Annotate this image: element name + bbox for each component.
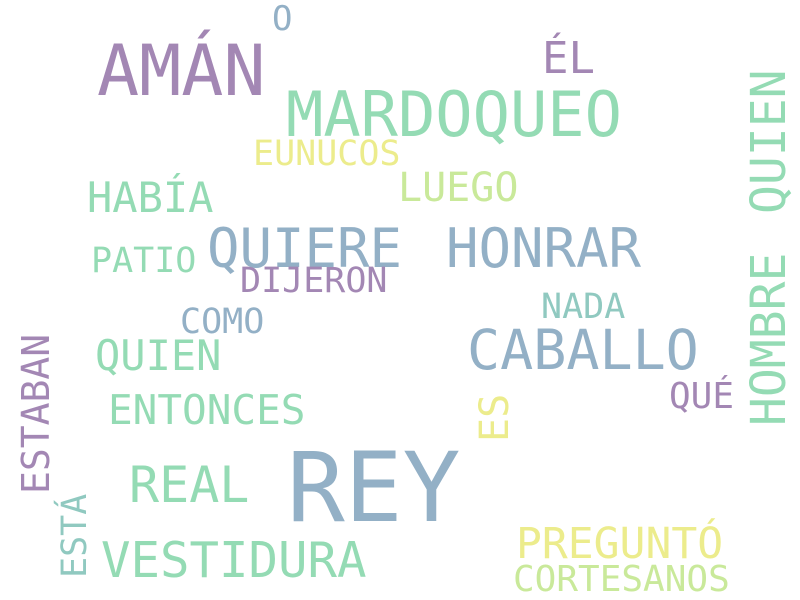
- word-luego: LUEGO: [398, 165, 519, 211]
- word-como: COMO: [180, 302, 265, 342]
- word-pregunto: PREGUNTÓ: [516, 519, 724, 569]
- word-rey: REY: [287, 432, 461, 544]
- word-aman: AMÁN: [97, 30, 266, 112]
- word-el: ÉL: [542, 33, 595, 84]
- word-cortesanos: CORTESANOS: [513, 559, 730, 600]
- word-mardoqueo: MARDOQUEO: [286, 78, 622, 151]
- word-quien-vertical: QUIEN: [741, 69, 797, 215]
- word-vestidura: VESTIDURA: [101, 532, 367, 589]
- word-caballo: CABALLO: [467, 318, 699, 382]
- word-honrar: HONRAR: [446, 217, 642, 280]
- word-hombre: HOMBRE: [741, 252, 797, 426]
- word-dijeron: DIJERON: [240, 261, 388, 301]
- word-entonces: ENTONCES: [108, 386, 306, 434]
- word-que: QUÉ: [669, 376, 735, 417]
- word-real: REAL: [129, 456, 250, 514]
- word-esta: ESTÁ: [55, 493, 95, 578]
- word-eunucos: EUNUCOS: [253, 134, 401, 174]
- word-o: O: [272, 0, 293, 39]
- word-nada: NADA: [541, 287, 626, 327]
- word-es: ES: [472, 393, 518, 442]
- word-quiere: QUIERE: [207, 217, 403, 280]
- word-habia: HABÍA: [87, 173, 214, 222]
- word-quien: QUIEN: [95, 331, 222, 380]
- word-estaban: ESTABAN: [14, 333, 58, 494]
- word-patio: PATIO: [91, 241, 197, 281]
